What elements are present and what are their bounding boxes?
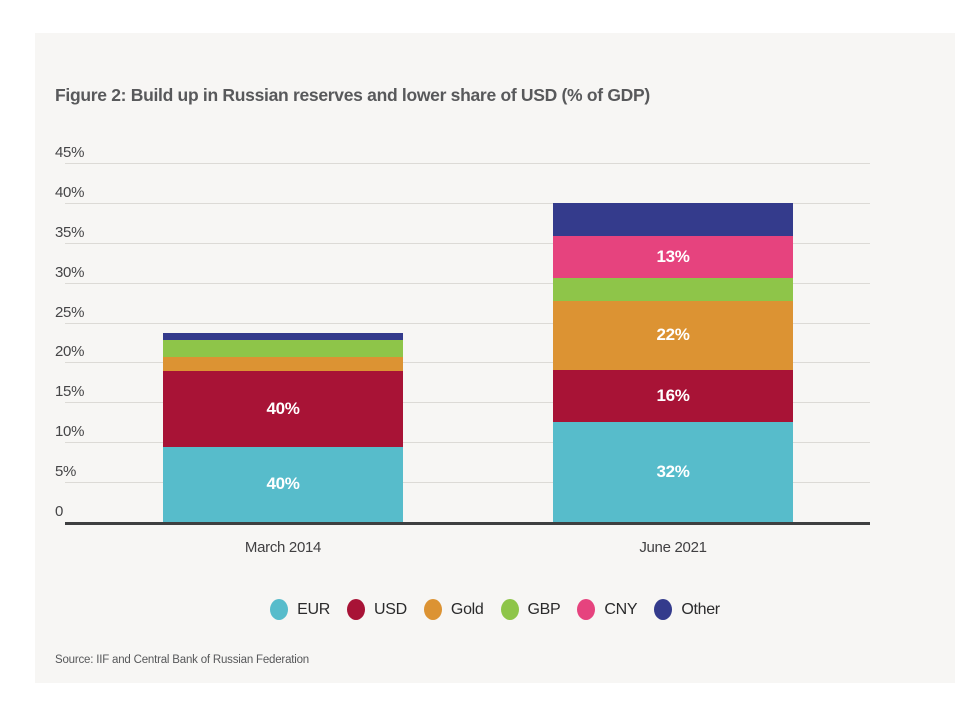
- bar-value-label-usd-march-2014: 40%: [266, 399, 300, 419]
- gridline-15: [65, 402, 870, 404]
- gridline-40: [65, 202, 870, 204]
- legend-swatch-usd: [347, 599, 366, 620]
- legend-swatch-gold: [423, 599, 442, 620]
- bar-segment-eur-march-2014: 40%: [163, 447, 403, 522]
- legend-swatch-eur: [270, 599, 289, 620]
- y-tick-label-30: 30%: [55, 263, 85, 281]
- legend-item-gbp: GBP: [500, 599, 561, 620]
- y-tick-label-15: 15%: [55, 383, 85, 401]
- y-tick-label-40: 40%: [55, 183, 85, 201]
- legend-item-cny: CNY: [577, 599, 638, 620]
- y-tick-label-25: 25%: [55, 303, 85, 321]
- legend-swatch-other: [654, 599, 673, 620]
- gridline-10: [65, 442, 870, 444]
- legend-label-cny: CNY: [604, 600, 638, 618]
- bar-value-label-usd-june-2021: 16%: [656, 385, 690, 405]
- bar-segment-gold-june-2021: 22%: [553, 301, 793, 370]
- y-tick-label-35: 35%: [55, 223, 85, 241]
- gridline-45: [65, 163, 870, 164]
- chart-card: Figure 2: Build up in Russian reserves a…: [35, 33, 955, 683]
- bar-segment-gbp-march-2014: [163, 340, 403, 357]
- legend-swatch-cny: [577, 599, 596, 620]
- legend-item-eur: EUR: [270, 599, 330, 620]
- legend-swatch-gbp: [500, 599, 519, 620]
- y-tick-label-20: 20%: [55, 343, 85, 361]
- y-tick-label-0: 0: [55, 503, 64, 520]
- legend-item-other: Other: [654, 599, 720, 620]
- bar-june-2021: 32% 16% 22% 13%: [553, 33, 793, 522]
- legend-label-gold: Gold: [450, 600, 484, 618]
- bar-segment-other-june-2021: [553, 202, 793, 236]
- y-tick-label-10: 10%: [55, 423, 85, 441]
- chart-area: 45% 40% 35% 30% 25% 20% 15% 10% 5% 0 40% 40% March 2…: [35, 33, 955, 683]
- y-tick-label-5: 5%: [55, 463, 77, 481]
- bar-segment-cny-june-2021: 13%: [553, 235, 793, 278]
- legend-label-eur: EUR: [297, 600, 331, 618]
- bar-segment-other-march-2014: [163, 332, 403, 341]
- gridline-35: [65, 242, 870, 244]
- chart-legend: EUR USD Gold GBP CNY Other: [35, 599, 955, 620]
- x-tick-label-march-2014: March 2014: [244, 539, 322, 556]
- legend-label-usd: USD: [374, 600, 407, 618]
- bar-value-label-gold-june-2021: 22%: [656, 325, 690, 345]
- source-note: Source: IIF and Central Bank of Russian …: [55, 654, 310, 666]
- bar-segment-usd-march-2014: 40%: [163, 371, 403, 447]
- bar-value-label-eur-june-2021: 32%: [656, 462, 690, 482]
- x-axis-line: [65, 522, 870, 525]
- bar-value-label-cny-june-2021: 13%: [656, 246, 690, 266]
- gridline-25: [65, 322, 870, 324]
- bar-march-2014: 40% 40%: [163, 33, 403, 522]
- bar-segment-gold-march-2014: [163, 356, 403, 372]
- bar-segment-usd-june-2021: 16%: [553, 369, 793, 423]
- bar-segment-gbp-june-2021: [553, 277, 793, 301]
- gridline-30: [65, 282, 870, 284]
- figure-title: Figure 2: Build up in Russian reserves a…: [55, 85, 650, 105]
- x-tick-label-june-2021: June 2021: [639, 539, 707, 556]
- legend-item-usd: USD: [347, 599, 407, 620]
- legend-label-other: Other: [681, 600, 720, 618]
- y-tick-label-45: 45%: [55, 144, 85, 161]
- gridline-5: [65, 482, 870, 484]
- bar-segment-eur-june-2021: 32%: [553, 422, 793, 522]
- legend-item-gold: Gold: [423, 599, 484, 620]
- bar-value-label-eur-march-2014: 40%: [266, 474, 300, 494]
- legend-label-gbp: GBP: [527, 600, 561, 618]
- gridline-20: [65, 362, 870, 364]
